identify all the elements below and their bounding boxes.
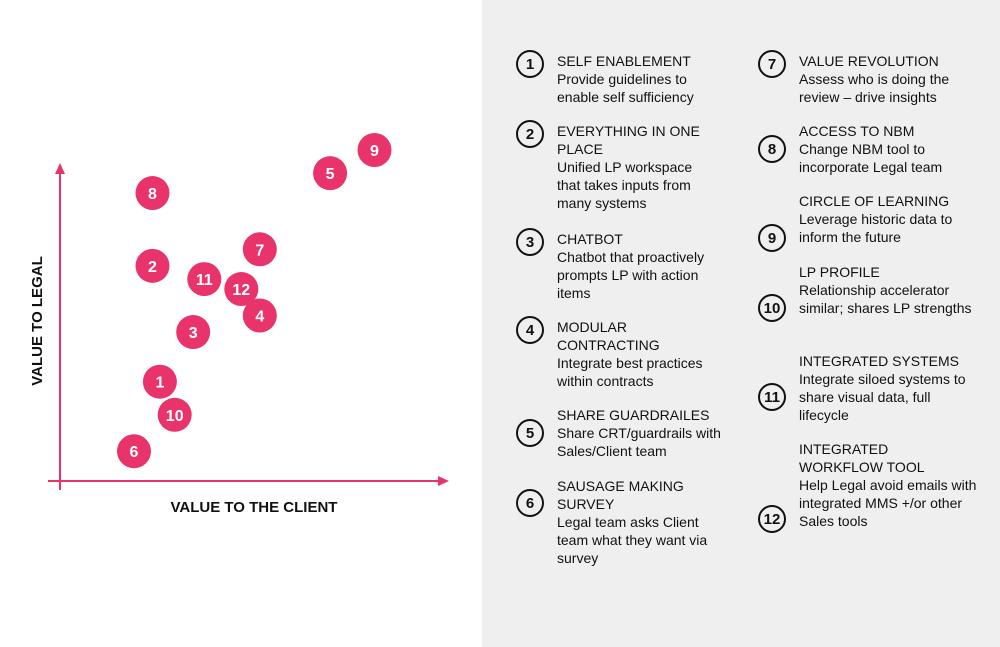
data-point-8: 8 xyxy=(135,176,170,211)
legend-text: SELF ENABLEMENT Provide guidelines to en… xyxy=(557,52,732,106)
legend-desc: Legal team asks Client team what they wa… xyxy=(557,514,708,566)
data-point-2: 2 xyxy=(135,248,170,283)
legend-desc: Unified LP workspace that takes inputs f… xyxy=(557,159,693,211)
legend-desc: Provide guidelines to enable self suffic… xyxy=(557,71,694,105)
x-axis-label: VALUE TO THE CLIENT xyxy=(171,499,338,516)
legend-panel: 1 SELF ENABLEMENT Provide guidelines to … xyxy=(482,0,1000,647)
legend-number-badge: 6 xyxy=(516,489,544,517)
data-point-label: 5 xyxy=(326,166,335,183)
chart-axes: VALUE TO THE CLIENT VALUE TO LEGAL xyxy=(29,163,449,516)
legend-number-badge: 9 xyxy=(758,224,786,252)
legend-title: VALUE REVOLUTION xyxy=(799,53,939,69)
data-point-label: 3 xyxy=(189,325,198,342)
legend-desc: Chatbot that proactively prompts LP with… xyxy=(557,249,705,301)
legend-desc: Assess who is doing the review – drive i… xyxy=(799,71,950,105)
data-point-marker xyxy=(242,232,277,267)
legend-title: CIRCLE OF LEARNING xyxy=(799,193,950,209)
legend-text: CHATBOT Chatbot that proactively prompts… xyxy=(557,230,732,302)
data-point-label: 2 xyxy=(148,259,157,276)
legend-title: LP PROFILE xyxy=(799,264,880,280)
legend-title: CHATBOT xyxy=(557,231,623,247)
legend-number-badge: 2 xyxy=(516,120,544,148)
data-point-9: 9 xyxy=(357,133,392,167)
legend-number-badge: 12 xyxy=(758,505,786,533)
data-point-marker xyxy=(224,272,259,307)
legend-desc: Share CRT/guardrails with Sales/Client t… xyxy=(557,425,721,459)
data-point-11: 11 xyxy=(187,262,222,297)
legend-text: SAUSAGE MAKING SURVEY Legal team asks Cl… xyxy=(557,477,732,567)
data-point-marker xyxy=(176,315,211,350)
data-point-marker xyxy=(157,397,192,432)
y-axis-arrowhead xyxy=(55,163,65,174)
legend-text: EVERYTHING IN ONE PLACE Unified LP works… xyxy=(557,122,712,212)
legend-number-badge: 8 xyxy=(758,135,786,163)
scatter-chart: VALUE TO THE CLIENT VALUE TO LEGAL 12345… xyxy=(29,133,449,516)
data-point-6: 6 xyxy=(117,434,151,469)
legend-title: SELF ENABLEMENT xyxy=(557,53,691,69)
data-point-12: 12 xyxy=(224,272,259,307)
legend-title: EVERYTHING IN ONE PLACE xyxy=(557,123,700,157)
x-axis-arrowhead xyxy=(438,476,449,486)
data-point-label: 1 xyxy=(155,375,164,392)
legend-desc: Change NBM tool to incorporate Legal tea… xyxy=(799,141,943,175)
data-point-label: 6 xyxy=(130,444,139,461)
data-point-marker xyxy=(142,364,177,399)
legend-text: CIRCLE OF LEARNING Leverage historic dat… xyxy=(799,192,979,246)
data-point-label: 12 xyxy=(232,282,250,299)
data-point-label: 10 xyxy=(166,408,184,425)
data-point-marker xyxy=(135,248,170,283)
legend-text: LP PROFILE Relationship accelerator simi… xyxy=(799,263,979,317)
data-point-label: 11 xyxy=(196,272,213,289)
legend-desc: Integrate siloed systems to share visual… xyxy=(799,371,966,423)
legend-title: INTEGRATED SYSTEMS xyxy=(799,353,959,369)
data-point-5: 5 xyxy=(313,156,348,191)
legend-number-badge: 11 xyxy=(758,383,786,411)
legend-text: VALUE REVOLUTION Assess who is doing the… xyxy=(799,52,979,106)
legend-desc: Help Legal avoid emails with integrated … xyxy=(799,477,977,529)
legend-title: SHARE GUARDRAILES xyxy=(557,407,710,423)
data-point-1: 1 xyxy=(142,364,177,399)
legend-number-badge: 10 xyxy=(758,294,786,322)
y-axis-label: VALUE TO LEGAL xyxy=(29,256,46,385)
legend-text: MODULAR CONTRACTING Integrate best pract… xyxy=(557,318,722,390)
data-point-marker xyxy=(242,298,277,333)
legend-text: INTEGRATED SYSTEMS Integrate siloed syst… xyxy=(799,352,979,424)
legend-title: INTEGRATED WORKFLOW TOOL xyxy=(799,441,925,475)
data-point-marker xyxy=(313,156,348,191)
legend-number-badge: 5 xyxy=(516,419,544,447)
legend-number-badge: 3 xyxy=(516,228,544,256)
legend-title: MODULAR CONTRACTING xyxy=(557,319,660,353)
data-point-label: 4 xyxy=(255,309,264,326)
legend-desc: Integrate best practices within contract… xyxy=(557,355,703,389)
legend-text: ACCESS TO NBM Change NBM tool to incorpo… xyxy=(799,122,979,176)
data-point-label: 9 xyxy=(370,143,379,160)
data-point-marker xyxy=(187,262,222,297)
legend-title: SAUSAGE MAKING SURVEY xyxy=(557,478,684,512)
legend-title: ACCESS TO NBM xyxy=(799,123,915,139)
legend-number-badge: 7 xyxy=(758,50,786,78)
legend-text: INTEGRATED WORKFLOW TOOL Help Legal avoi… xyxy=(799,440,979,530)
data-point-3: 3 xyxy=(176,315,211,350)
data-point-marker xyxy=(357,133,392,167)
legend-number-badge: 1 xyxy=(516,50,544,78)
data-point-marker xyxy=(117,434,151,469)
data-point-label: 7 xyxy=(255,242,264,259)
legend-desc: Leverage historic data to inform the fut… xyxy=(799,211,953,245)
data-point-7: 7 xyxy=(242,232,277,267)
legend-desc: Relationship accelerator similar; shares… xyxy=(799,282,972,316)
data-point-4: 4 xyxy=(242,298,277,333)
legend-text: SHARE GUARDRAILES Share CRT/guardrails w… xyxy=(557,406,732,460)
data-point-marker xyxy=(135,176,170,211)
legend-number-badge: 4 xyxy=(516,316,544,344)
data-point-label: 8 xyxy=(148,186,157,203)
data-point-10: 10 xyxy=(157,397,192,432)
